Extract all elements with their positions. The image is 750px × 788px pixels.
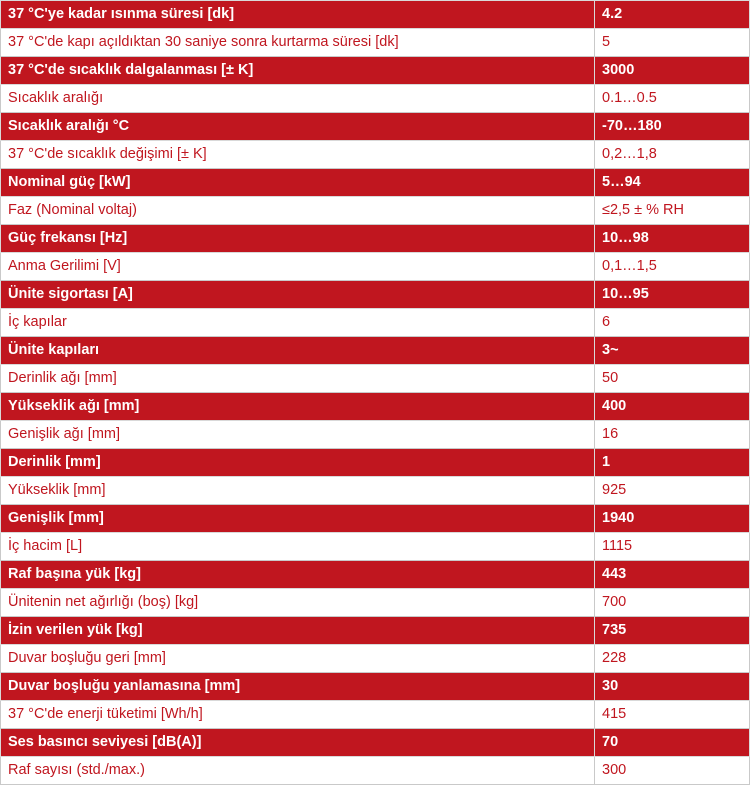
spec-value-cell: 10…98 [594, 224, 750, 253]
spec-value-cell: 50 [594, 364, 750, 393]
spec-label-cell: Derinlik ağı [mm] [0, 364, 595, 393]
spec-label-cell: Anma Gerilimi [V] [0, 252, 595, 281]
spec-value-cell: 0,1…1,5 [594, 252, 750, 281]
spec-value-cell: ≤2,5 ± % RH [594, 196, 750, 225]
table-row: Sıcaklık aralığı 0.1…0.5 [0, 84, 750, 113]
spec-label-cell: Ünitenin net ağırlığı (boş) [kg] [0, 588, 595, 617]
table-row: Güç frekansı [Hz] 10…98 [0, 224, 750, 253]
spec-value-cell: 5…94 [594, 168, 750, 197]
table-row: Duvar boşluğu geri [mm] 228 [0, 644, 750, 673]
table-row: Yükseklik ağı [mm] 400 [0, 392, 750, 421]
spec-label-cell: Genişlik ağı [mm] [0, 420, 595, 449]
spec-label-cell: İç hacim [L] [0, 532, 595, 561]
spec-value-cell: 0,2…1,8 [594, 140, 750, 169]
table-row: 37 °C'de kapı açıldıktan 30 saniye sonra… [0, 28, 750, 57]
spec-label-cell: Yükseklik ağı [mm] [0, 392, 595, 421]
spec-label-cell: Ses basıncı seviyesi [dB(A)] [0, 728, 595, 757]
table-row: 37 °C'ye kadar ısınma süresi [dk] 4.2 [0, 0, 750, 29]
spec-label-cell: İzin verilen yük [kg] [0, 616, 595, 645]
spec-label-cell: 37 °C'de kapı açıldıktan 30 saniye sonra… [0, 28, 595, 57]
spec-label-cell: Genişlik [mm] [0, 504, 595, 533]
spec-value-cell: 1940 [594, 504, 750, 533]
table-row: Raf başına yük [kg] 443 [0, 560, 750, 589]
spec-value-cell: 1 [594, 448, 750, 477]
table-row: 37 °C'de enerji tüketimi [Wh/h] 415 [0, 700, 750, 729]
spec-label-cell: İç kapılar [0, 308, 595, 337]
spec-value-cell: 925 [594, 476, 750, 505]
spec-label-cell: Sıcaklık aralığı °C [0, 112, 595, 141]
table-row: Genişlik [mm] 1940 [0, 504, 750, 533]
table-row: Ünitenin net ağırlığı (boş) [kg] 700 [0, 588, 750, 617]
spec-label-cell: 37 °C'de sıcaklık değişimi [± K] [0, 140, 595, 169]
spec-label-cell: 37 °C'de sıcaklık dalgalanması [± K] [0, 56, 595, 85]
spec-value-cell: 400 [594, 392, 750, 421]
spec-label-cell: Ünite sigortası [A] [0, 280, 595, 309]
table-row: Duvar boşluğu yanlamasına [mm] 30 [0, 672, 750, 701]
table-row: Derinlik [mm] 1 [0, 448, 750, 477]
spec-label-cell: Sıcaklık aralığı [0, 84, 595, 113]
spec-label-cell: 37 °C'de enerji tüketimi [Wh/h] [0, 700, 595, 729]
spec-value-cell: 443 [594, 560, 750, 589]
table-row: Faz (Nominal voltaj) ≤2,5 ± % RH [0, 196, 750, 225]
table-row: Anma Gerilimi [V] 0,1…1,5 [0, 252, 750, 281]
spec-value-cell: 70 [594, 728, 750, 757]
spec-label-cell: Nominal güç [kW] [0, 168, 595, 197]
table-row: İç kapılar 6 [0, 308, 750, 337]
table-row: Yükseklik [mm] 925 [0, 476, 750, 505]
table-row: Ünite sigortası [A] 10…95 [0, 280, 750, 309]
spec-label-cell: Faz (Nominal voltaj) [0, 196, 595, 225]
table-row: Raf sayısı (std./max.) 300 [0, 756, 750, 785]
spec-value-cell: 0.1…0.5 [594, 84, 750, 113]
spec-value-cell: 5 [594, 28, 750, 57]
spec-label-cell: 37 °C'ye kadar ısınma süresi [dk] [0, 0, 595, 29]
table-row: İç hacim [L] 1115 [0, 532, 750, 561]
spec-value-cell: 735 [594, 616, 750, 645]
table-row: Nominal güç [kW] 5…94 [0, 168, 750, 197]
spec-value-cell: 6 [594, 308, 750, 337]
spec-label-cell: Ünite kapıları [0, 336, 595, 365]
spec-value-cell: 700 [594, 588, 750, 617]
spec-value-cell: 10…95 [594, 280, 750, 309]
spec-value-cell: 3000 [594, 56, 750, 85]
table-row: Derinlik ağı [mm] 50 [0, 364, 750, 393]
spec-label-cell: Raf sayısı (std./max.) [0, 756, 595, 785]
spec-value-cell: 228 [594, 644, 750, 673]
spec-label-cell: Derinlik [mm] [0, 448, 595, 477]
spec-value-cell: 300 [594, 756, 750, 785]
table-row: İzin verilen yük [kg] 735 [0, 616, 750, 645]
spec-label-cell: Duvar boşluğu yanlamasına [mm] [0, 672, 595, 701]
spec-label-cell: Yükseklik [mm] [0, 476, 595, 505]
table-row: Ses basıncı seviyesi [dB(A)] 70 [0, 728, 750, 757]
spec-label-cell: Duvar boşluğu geri [mm] [0, 644, 595, 673]
spec-value-cell: 30 [594, 672, 750, 701]
table-row: 37 °C'de sıcaklık değişimi [± K] 0,2…1,8 [0, 140, 750, 169]
spec-label-cell: Güç frekansı [Hz] [0, 224, 595, 253]
spec-value-cell: 1115 [594, 532, 750, 561]
spec-value-cell: 3~ [594, 336, 750, 365]
spec-value-cell: -70…180 [594, 112, 750, 141]
table-row: Sıcaklık aralığı °C -70…180 [0, 112, 750, 141]
table-row: Genişlik ağı [mm] 16 [0, 420, 750, 449]
spec-value-cell: 4.2 [594, 0, 750, 29]
spec-value-cell: 16 [594, 420, 750, 449]
table-row: 37 °C'de sıcaklık dalgalanması [± K] 3000 [0, 56, 750, 85]
table-row: Ünite kapıları 3~ [0, 336, 750, 365]
spec-value-cell: 415 [594, 700, 750, 729]
spec-label-cell: Raf başına yük [kg] [0, 560, 595, 589]
